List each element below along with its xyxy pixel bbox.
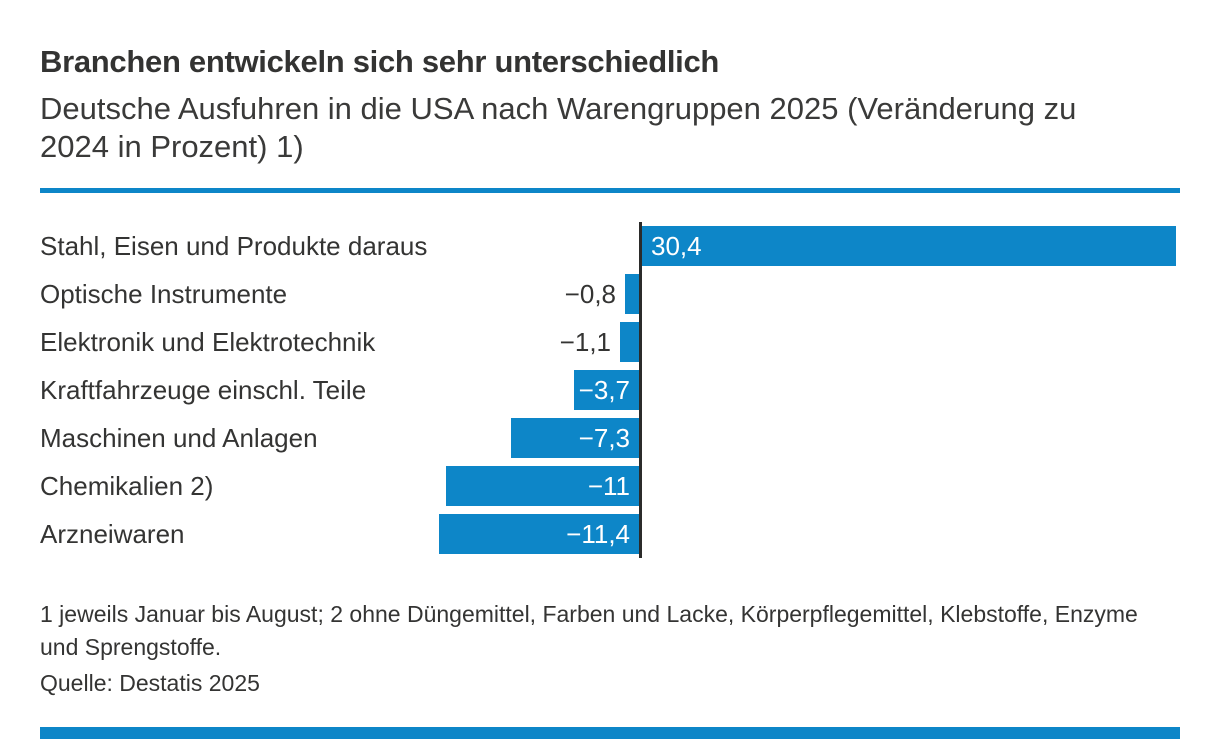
- category-label: Optische Instrumente: [40, 279, 288, 309]
- category-label: Arzneiwaren: [40, 519, 185, 549]
- bar: 30,4: [642, 226, 1176, 266]
- chart-subtitle-line1: Deutsche Ausfuhren in die USA nach Waren…: [40, 91, 1077, 126]
- category-label: Stahl, Eisen und Produkte daraus: [40, 231, 428, 261]
- chart-row: Stahl, Eisen und Produkte daraus 30,4: [40, 222, 1180, 270]
- value-label: −7,3: [578, 423, 630, 453]
- value-label: −11: [587, 471, 630, 501]
- bar: −11: [446, 466, 639, 506]
- chart-row: Kraftfahrzeuge einschl. Teile −3,7: [40, 366, 1180, 414]
- header-divider: [40, 188, 1180, 193]
- footnote: 1 jeweils Januar bis August; 2 ohne Düng…: [40, 601, 1138, 660]
- chart-row: Optische Instrumente −0,8: [40, 270, 1180, 318]
- bar: −7,3: [511, 418, 639, 458]
- value-label: −1,1: [559, 327, 611, 357]
- value-label: −0,8: [564, 279, 616, 309]
- category-label: Chemikalien 2): [40, 471, 214, 501]
- value-label: −11,4: [566, 519, 630, 549]
- value-label: −3,7: [578, 375, 630, 405]
- chart-row: Chemikalien 2) −11: [40, 462, 1180, 510]
- bar: [620, 322, 639, 362]
- bar: −11,4: [439, 514, 639, 554]
- chart-subtitle: Deutsche Ausfuhren in die USA nach Waren…: [40, 90, 1185, 166]
- category-label: Elektronik und Elektrotechnik: [40, 327, 376, 357]
- category-label: Maschinen und Anlagen: [40, 423, 318, 453]
- chart-subtitle-line2: 2024 in Prozent) 1): [40, 129, 304, 164]
- bar-chart: Stahl, Eisen und Produkte daraus 30,4 Opti…: [40, 222, 1180, 558]
- value-label: 30,4: [651, 231, 702, 261]
- bar: [625, 274, 639, 314]
- chart-title: Branchen entwickeln sich sehr unterschie…: [40, 44, 720, 79]
- zero-axis-line: [639, 222, 642, 558]
- chart-row: Elektronik und Elektrotechnik −1,1: [40, 318, 1180, 366]
- chart-row: Maschinen und Anlagen −7,3: [40, 414, 1180, 462]
- source-label: Quelle: Destatis 2025: [40, 670, 260, 696]
- bottom-accent-bar: [40, 727, 1180, 739]
- category-label: Kraftfahrzeuge einschl. Teile: [40, 375, 367, 405]
- chart-row: Arzneiwaren −11,4: [40, 510, 1180, 558]
- bar: −3,7: [574, 370, 639, 410]
